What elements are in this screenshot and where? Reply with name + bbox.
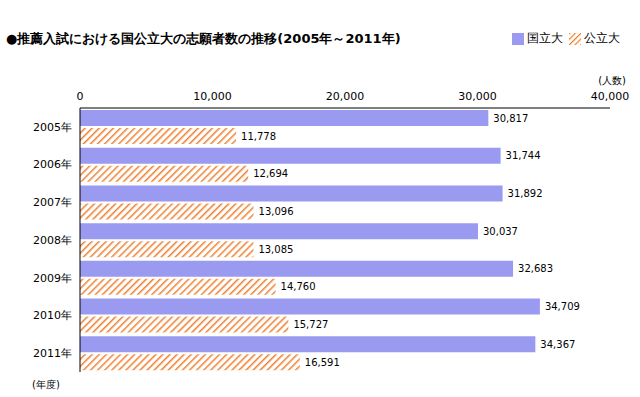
- svg-text:34,367: 34,367: [540, 339, 575, 350]
- html-text:国立大: 国立大: [527, 31, 563, 45]
- svg-text:2010年: 2010年: [33, 309, 72, 322]
- svg-text:2006年: 2006年: [33, 158, 72, 171]
- html-text:(年度): (年度): [32, 379, 60, 390]
- svg-text:10,000: 10,000: [193, 90, 232, 103]
- svg-text:31,892: 31,892: [508, 188, 543, 199]
- svg-text:2007年: 2007年: [33, 196, 72, 209]
- svg-text:0: 0: [77, 90, 84, 103]
- svg-text:2009年: 2009年: [33, 272, 72, 285]
- svg-text:13,096: 13,096: [259, 206, 294, 217]
- svg-text:40,000: 40,000: [591, 90, 630, 103]
- svg-text:20,000: 20,000: [326, 90, 365, 103]
- svg-text:12,694: 12,694: [253, 168, 288, 179]
- html-text:公立大: 公立大: [584, 31, 620, 45]
- svg-text:34,709: 34,709: [545, 301, 580, 312]
- html-text:(人数): (人数): [598, 75, 626, 86]
- svg-text:30,000: 30,000: [458, 90, 497, 103]
- svg-text:32,683: 32,683: [518, 263, 553, 274]
- svg-text:30,817: 30,817: [493, 113, 528, 124]
- svg-text:30,037: 30,037: [483, 226, 518, 237]
- svg-text:2005年: 2005年: [33, 121, 72, 134]
- svg-text:31,744: 31,744: [506, 150, 541, 161]
- svg-text:2008年: 2008年: [33, 234, 72, 247]
- svg-text:14,760: 14,760: [281, 281, 316, 292]
- html-text:●推薦入試における国公立大の志願者数の推移(2005年～20: ●推薦入試における国公立大の志願者数の推移(2005年～2011年): [6, 31, 401, 46]
- svg-text:16,591: 16,591: [305, 357, 340, 368]
- svg-text:11,778: 11,778: [241, 131, 276, 142]
- svg-text:13,085: 13,085: [258, 244, 293, 255]
- svg-text:15,727: 15,727: [293, 319, 328, 330]
- svg-text:2011年: 2011年: [33, 347, 72, 360]
